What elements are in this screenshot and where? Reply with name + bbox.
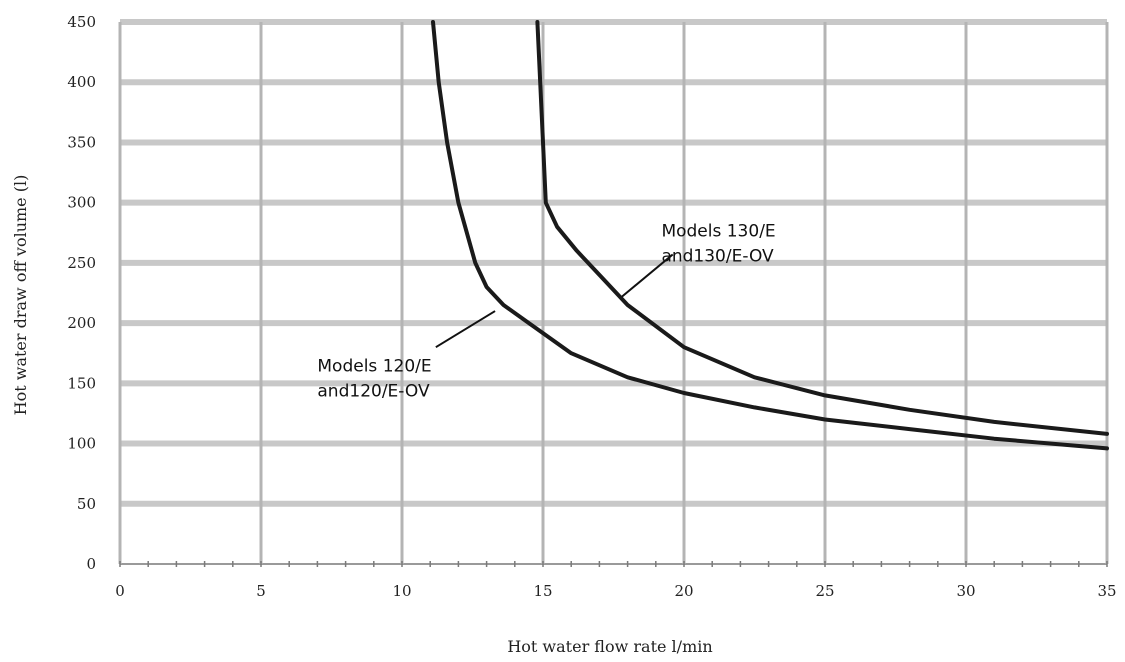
y-tick-label: 0 [86,555,96,573]
y-tick-labels: 0 50 100 150 200 250 300 350 400 450 [67,13,96,573]
x-tick-label: 30 [956,582,975,600]
minor-ticks [119,561,1108,567]
x-axis-title: Hot water flow rate l/min [507,637,712,656]
x-tick-label: 25 [815,582,834,600]
x-tick-labels: 0 5 10 15 20 25 30 35 [115,582,1116,600]
annotation-label-1: and120/E-OV [317,381,430,401]
x-tick-label: 20 [674,582,693,600]
y-tick-label: 150 [67,374,96,392]
y-axis-title: Hot water draw off volume (l) [11,175,30,416]
y-tick-label: 100 [67,435,96,453]
grid [118,19,1109,565]
annotation-label-1: Models 120/E [317,356,431,376]
x-tick-label: 35 [1097,582,1116,600]
annotation-leader-2 [621,253,674,298]
y-tick-label: 50 [77,495,96,513]
y-tick-label: 350 [67,133,96,151]
x-tick-label: 5 [256,582,266,600]
annotation-label-2: and130/E-OV [661,246,774,266]
y-tick-label: 300 [67,194,96,212]
y-tick-label: 450 [67,13,96,31]
y-tick-label: 400 [67,73,96,91]
x-tick-label: 0 [115,582,125,600]
series-line-1 [431,20,1109,451]
series-lines [431,20,1109,451]
annotations: Models 120/E and120/E-OV Models 130/E and13… [317,221,775,401]
x-tick-label: 15 [533,582,552,600]
annotation-leader-1 [435,310,496,349]
x-tick-label: 10 [392,582,411,600]
annotation-label-2: Models 130/E [661,221,775,241]
y-tick-label: 250 [67,254,96,272]
y-tick-label: 200 [67,314,96,332]
series-line-2 [535,20,1109,436]
